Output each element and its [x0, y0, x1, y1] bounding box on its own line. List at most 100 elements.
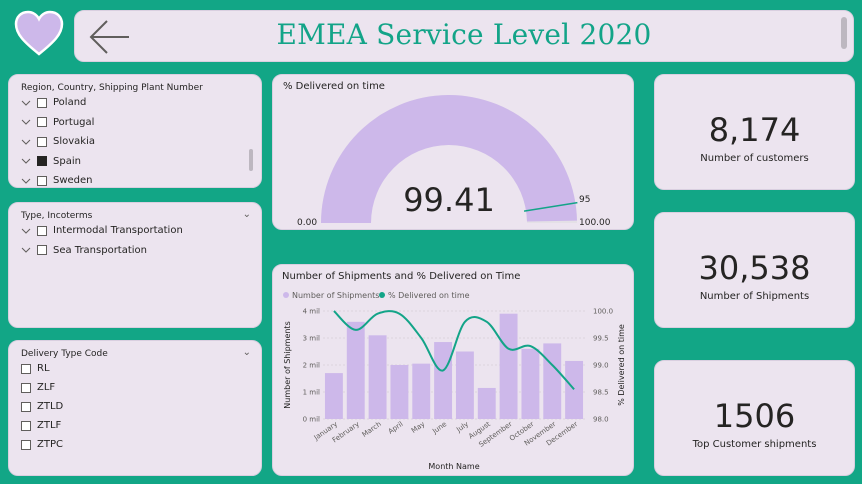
gauge-max-label: 100.00 [579, 218, 611, 228]
kpi-shipments-value: 30,538 [698, 249, 811, 287]
slicer-item-label: ZTLD [37, 401, 64, 412]
header-scroll-handle[interactable] [841, 17, 847, 49]
bar [499, 313, 518, 419]
x-tick-label: June [430, 420, 448, 436]
slicer-item-label: Slovakia [53, 136, 95, 147]
gauge-target-line [523, 201, 578, 212]
legend-marker-shipments [283, 292, 289, 298]
arrow-left-icon[interactable] [87, 19, 131, 55]
combo-chart: Number of Shipments and % Delivered on T… [282, 271, 626, 471]
checkbox[interactable] [37, 225, 47, 236]
bar [390, 365, 409, 419]
gauge-value: 99.41 [403, 181, 495, 219]
header-bar: EMEA Service Level 2020 [74, 10, 854, 62]
gauge-fill [321, 94, 577, 223]
delivered-line [333, 310, 575, 390]
type-slicer: Type, Incoterms ⌄ Intermodal Transportat… [8, 202, 262, 328]
delivery-slicer-title: Delivery Type Code [21, 349, 108, 359]
chevron-down-icon[interactable] [21, 156, 31, 166]
bar [324, 373, 343, 419]
checkbox[interactable] [37, 175, 47, 186]
slicer-item[interactable]: Spain [21, 156, 81, 167]
slicer-item[interactable]: Sea Transportation [21, 245, 147, 256]
chevron-down-icon[interactable] [21, 137, 31, 147]
slicer-item[interactable]: ZTLF [21, 420, 61, 431]
bar [477, 387, 496, 419]
bar [543, 343, 562, 419]
checkbox[interactable] [37, 117, 47, 127]
legend-marker-delivered [379, 292, 385, 298]
kpi-customers: 8,174 Number of customers [654, 74, 855, 190]
kpi-shipments: 30,538 Number of Shipments [654, 212, 855, 328]
y-tick-label: 0 mil [303, 416, 320, 424]
checkbox[interactable] [21, 420, 31, 431]
shipments-chart-panel: Number of Shipments and % Delivered on T… [272, 264, 634, 476]
y-tick-label: 3 mil [303, 335, 320, 343]
slicer-item[interactable]: Poland [21, 97, 86, 108]
slicer-item[interactable]: Intermodal Transportation [21, 225, 183, 236]
chevron-down-icon[interactable]: ⌄ [242, 347, 251, 358]
legend-label: % Delivered on time [388, 291, 470, 300]
bar [412, 363, 431, 419]
chevron-down-icon[interactable]: ⌄ [242, 209, 251, 220]
region-slicer-scrollbar[interactable] [249, 149, 253, 171]
x-tick-label: July [454, 420, 470, 434]
checkbox[interactable] [21, 439, 31, 450]
y-tick-label: 4 mil [303, 308, 320, 316]
region-slicer-title: Region, Country, Shipping Plant Number [21, 83, 203, 93]
chevron-down-icon[interactable] [21, 245, 31, 255]
bar [368, 335, 387, 419]
chart-title: Number of Shipments and % Delivered on T… [282, 271, 520, 282]
slicer-item-label: ZTPC [37, 439, 63, 450]
chevron-down-icon[interactable] [21, 176, 31, 186]
slicer-item[interactable]: Portugal [21, 117, 94, 128]
checkbox[interactable] [21, 382, 31, 393]
gauge-target-label: 95 [579, 195, 590, 205]
kpi-top-customer: 1506 Top Customer shipments [654, 360, 855, 476]
x-axis-label: Month Name [428, 462, 479, 471]
chevron-down-icon[interactable] [21, 117, 31, 127]
slicer-item[interactable]: ZTPC [21, 439, 63, 450]
bar [346, 321, 365, 419]
x-tick-label: March [361, 420, 383, 439]
checkbox[interactable] [21, 401, 31, 412]
y-tick-label: 1 mil [303, 389, 320, 397]
checkbox[interactable] [21, 363, 31, 374]
y2-tick-label: 98.0 [593, 416, 609, 424]
type-slicer-title: Type, Incoterms [21, 211, 93, 221]
x-tick-label: April [387, 420, 405, 436]
checkbox[interactable] [37, 245, 47, 255]
slicer-item-label: Sweden [53, 175, 93, 186]
kpi-top-customer-label: Top Customer shipments [692, 439, 817, 450]
gauge-min-label: 0.00 [297, 218, 317, 228]
slicer-item[interactable]: ZLF [21, 382, 55, 393]
slicer-item-label: Poland [53, 97, 87, 108]
y2-axis-label: % Delivered on time [617, 324, 626, 406]
y2-tick-label: 99.0 [593, 362, 609, 370]
slicer-item-label: ZLF [37, 382, 56, 393]
slicer-item[interactable]: RL [21, 363, 50, 374]
chevron-down-icon[interactable] [21, 226, 31, 236]
chevron-down-icon[interactable] [21, 98, 31, 108]
gauge-chart: 99.41 0.00 100.00 95 [297, 94, 611, 228]
heart-icon [14, 10, 64, 56]
x-tick-label: May [410, 420, 426, 435]
slicer-item[interactable]: Sweden [21, 175, 93, 186]
slicer-item-label: RL [37, 363, 50, 374]
y-tick-label: 2 mil [303, 362, 320, 370]
legend-label: Number of Shipments [292, 291, 379, 300]
kpi-shipments-label: Number of Shipments [699, 291, 810, 302]
slicer-item-label: Intermodal Transportation [53, 225, 183, 236]
checkbox[interactable] [37, 136, 47, 147]
gauge-panel: % Delivered on time 99.41 0.00 100.00 95 [272, 74, 634, 230]
bar [455, 351, 474, 419]
bar [434, 342, 453, 419]
y2-tick-label: 99.5 [593, 335, 609, 343]
bar [521, 348, 540, 419]
slicer-item[interactable]: Slovakia [21, 136, 95, 147]
slicer-item-label: Portugal [53, 116, 95, 128]
slicer-item[interactable]: ZTLD [21, 401, 63, 412]
kpi-top-customer-value: 1506 [713, 397, 796, 435]
checkbox[interactable] [37, 97, 47, 108]
checkbox[interactable] [37, 156, 47, 166]
